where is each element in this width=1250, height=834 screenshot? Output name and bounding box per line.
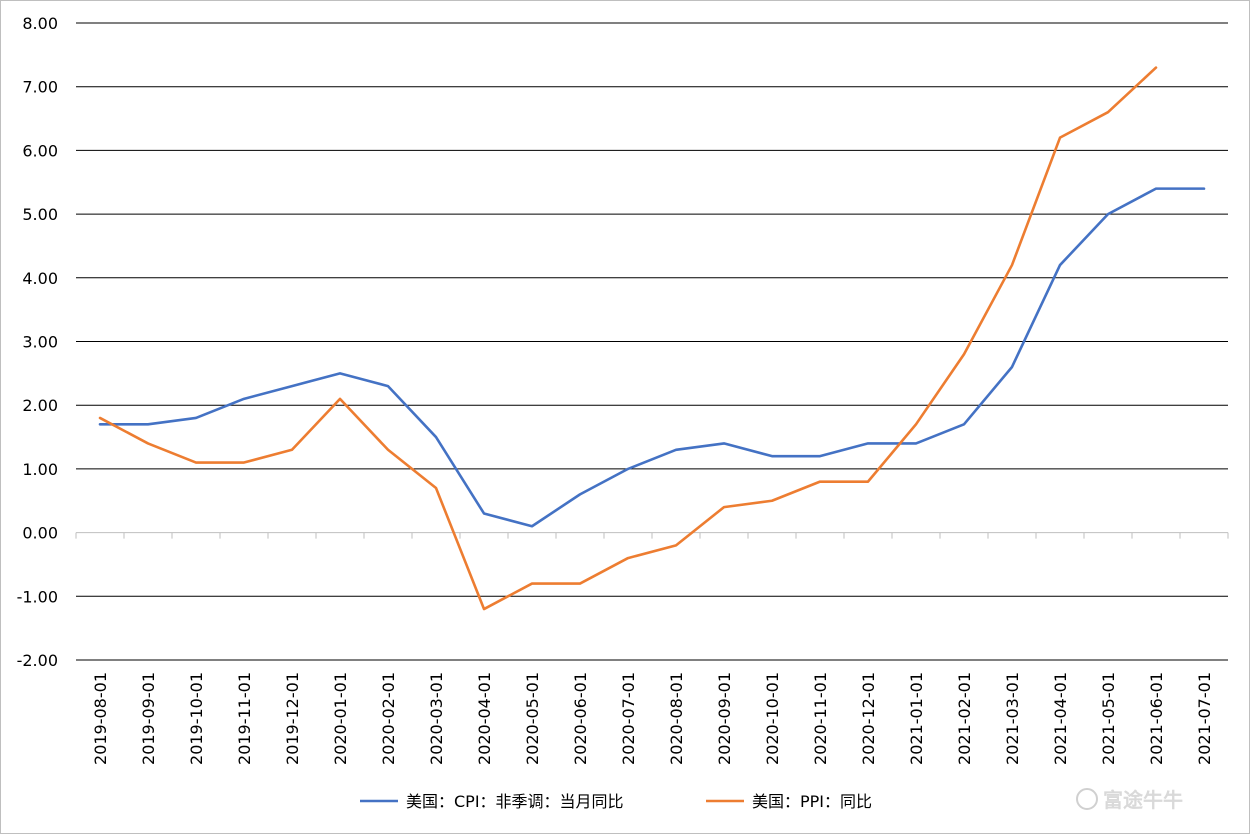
x-tick-label: 2020-09-01 bbox=[715, 672, 734, 765]
brand-logo-icon bbox=[1076, 788, 1098, 810]
x-tick-label: 2020-06-01 bbox=[571, 672, 590, 765]
legend-item-2: 美国：PPI：同比 bbox=[706, 792, 872, 811]
x-tick-label: 2020-05-01 bbox=[523, 672, 542, 765]
x-tick-label: 2020-11-01 bbox=[811, 672, 830, 765]
x-tick-label: 2020-12-01 bbox=[859, 672, 878, 765]
x-tick-label: 2020-03-01 bbox=[427, 672, 446, 765]
series-line-1 bbox=[98, 187, 1206, 528]
brand-watermark-text: 富途牛牛 bbox=[1103, 788, 1183, 812]
x-tick-label: 2021-03-01 bbox=[1003, 672, 1022, 765]
x-tick-label: 2021-01-01 bbox=[907, 672, 926, 765]
brand-watermark: 富途牛牛 bbox=[1076, 788, 1183, 812]
x-tick-label: 2021-07-01 bbox=[1195, 672, 1214, 765]
y-tick-labels: -2.00 -1.00 0.00 1.00 2.00 3.00 4.00 5.00 6.00 7.… bbox=[17, 14, 58, 670]
y-tick-label: -2.00 bbox=[17, 651, 58, 670]
x-tick-label: 2021-04-01 bbox=[1051, 672, 1070, 765]
y-tick-label: 3.00 bbox=[22, 333, 58, 352]
legend-label: 美国：PPI：同比 bbox=[752, 792, 872, 811]
legend: 美国：CPI：非季调：当月同比 美国：PPI：同比 bbox=[360, 792, 872, 811]
x-tick-label: 2019-12-01 bbox=[283, 672, 302, 765]
y-tick-label: 5.00 bbox=[22, 205, 58, 224]
y-tick-label: 4.00 bbox=[22, 269, 58, 288]
x-tick-label: 2020-07-01 bbox=[619, 672, 638, 765]
x-tick-label: 2020-08-01 bbox=[667, 672, 686, 765]
y-tick-label: 0.00 bbox=[22, 524, 58, 543]
series-lines bbox=[98, 66, 1206, 611]
x-tick-label: 2019-09-01 bbox=[139, 672, 158, 765]
x-tick-label: 2020-02-01 bbox=[379, 672, 398, 765]
y-tick-label: 1.00 bbox=[22, 460, 58, 479]
gridlines bbox=[75, 22, 1229, 661]
x-tick-label: 2019-08-01 bbox=[91, 672, 110, 765]
x-tick-label: 2021-02-01 bbox=[955, 672, 974, 765]
x-tick-label: 2020-01-01 bbox=[331, 672, 350, 765]
y-tick-label: 8.00 bbox=[22, 14, 58, 33]
x-tick-label: 2021-05-01 bbox=[1099, 672, 1118, 765]
legend-label: 美国：CPI：非季调：当月同比 bbox=[406, 792, 624, 811]
x-tick-labels: 2019-08-01 2019-09-01 2019-10-01 2019-11-01… bbox=[91, 672, 1214, 765]
x-tick-label: 2019-10-01 bbox=[187, 672, 206, 765]
y-tick-label: 7.00 bbox=[22, 78, 58, 97]
x-tick-label: 2019-11-01 bbox=[235, 672, 254, 765]
x-tick-label: 2021-06-01 bbox=[1147, 672, 1166, 765]
y-tick-label: 2.00 bbox=[22, 396, 58, 415]
x-tick-label: 2020-04-01 bbox=[475, 672, 494, 765]
legend-item-1: 美国：CPI：非季调：当月同比 bbox=[360, 792, 624, 811]
x-tick-label: 2020-10-01 bbox=[763, 672, 782, 765]
y-tick-label: 6.00 bbox=[22, 141, 58, 160]
series-line-2 bbox=[98, 66, 1158, 611]
y-tick-label: -1.00 bbox=[17, 587, 58, 606]
